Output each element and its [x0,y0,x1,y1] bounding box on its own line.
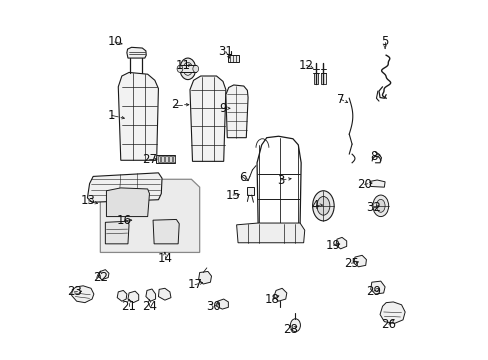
Polygon shape [106,188,149,217]
Polygon shape [117,291,126,301]
Text: 24: 24 [142,300,157,313]
Text: 30: 30 [206,300,221,313]
Text: 29: 29 [366,285,380,298]
Text: 13: 13 [81,194,96,207]
Text: 28: 28 [283,323,297,336]
Ellipse shape [290,319,300,332]
Text: 6: 6 [239,171,246,184]
Polygon shape [72,286,94,303]
Text: 3: 3 [276,174,284,186]
Polygon shape [87,173,162,202]
Text: 32: 32 [366,202,380,215]
Ellipse shape [180,58,195,80]
Ellipse shape [372,195,388,217]
Bar [172,156,175,162]
Polygon shape [198,271,211,284]
Polygon shape [128,291,139,303]
Ellipse shape [376,199,384,212]
Text: 7: 7 [336,93,344,106]
Bar [155,155,175,163]
Text: 23: 23 [66,285,81,298]
Bar [169,156,171,162]
Polygon shape [225,85,247,138]
Text: 1: 1 [108,109,115,122]
Text: 27: 27 [142,153,157,166]
Polygon shape [105,221,129,244]
Text: 9: 9 [219,102,226,115]
Text: 5: 5 [381,35,388,49]
Text: 8: 8 [370,150,377,163]
Polygon shape [126,47,146,58]
Ellipse shape [177,65,183,72]
Polygon shape [100,179,199,252]
Polygon shape [379,302,405,323]
Polygon shape [190,76,225,161]
Polygon shape [216,299,228,309]
Ellipse shape [110,194,131,209]
Text: 11: 11 [176,59,191,72]
Bar [228,55,239,62]
Bar [158,156,160,162]
Bar [321,73,325,84]
Ellipse shape [312,191,333,221]
Text: 2: 2 [170,98,178,111]
Polygon shape [335,237,346,249]
Text: 16: 16 [117,214,132,227]
Text: 4: 4 [311,199,319,212]
Bar [247,187,253,195]
Bar [165,156,167,162]
Bar [161,156,163,162]
Bar [180,65,195,72]
Polygon shape [98,270,109,280]
Polygon shape [273,288,286,301]
Text: 22: 22 [93,271,108,284]
Ellipse shape [316,197,329,215]
Text: 10: 10 [107,35,122,49]
Polygon shape [145,289,155,301]
Ellipse shape [192,65,198,72]
Ellipse shape [133,195,146,208]
Text: 31: 31 [218,45,233,58]
Polygon shape [153,220,179,244]
Text: 17: 17 [187,278,202,291]
Text: 19: 19 [325,239,340,252]
Polygon shape [369,180,384,187]
Text: 20: 20 [356,178,371,191]
Bar [313,73,318,84]
Polygon shape [118,72,158,160]
Text: 21: 21 [122,300,136,313]
Polygon shape [236,223,304,243]
Text: 25: 25 [343,257,358,270]
Polygon shape [158,288,171,300]
Polygon shape [370,281,384,294]
Text: 18: 18 [264,293,279,306]
Text: 26: 26 [380,318,395,331]
Text: 14: 14 [157,252,172,265]
Text: 12: 12 [298,59,313,72]
Text: 15: 15 [225,189,240,202]
Polygon shape [353,255,366,267]
